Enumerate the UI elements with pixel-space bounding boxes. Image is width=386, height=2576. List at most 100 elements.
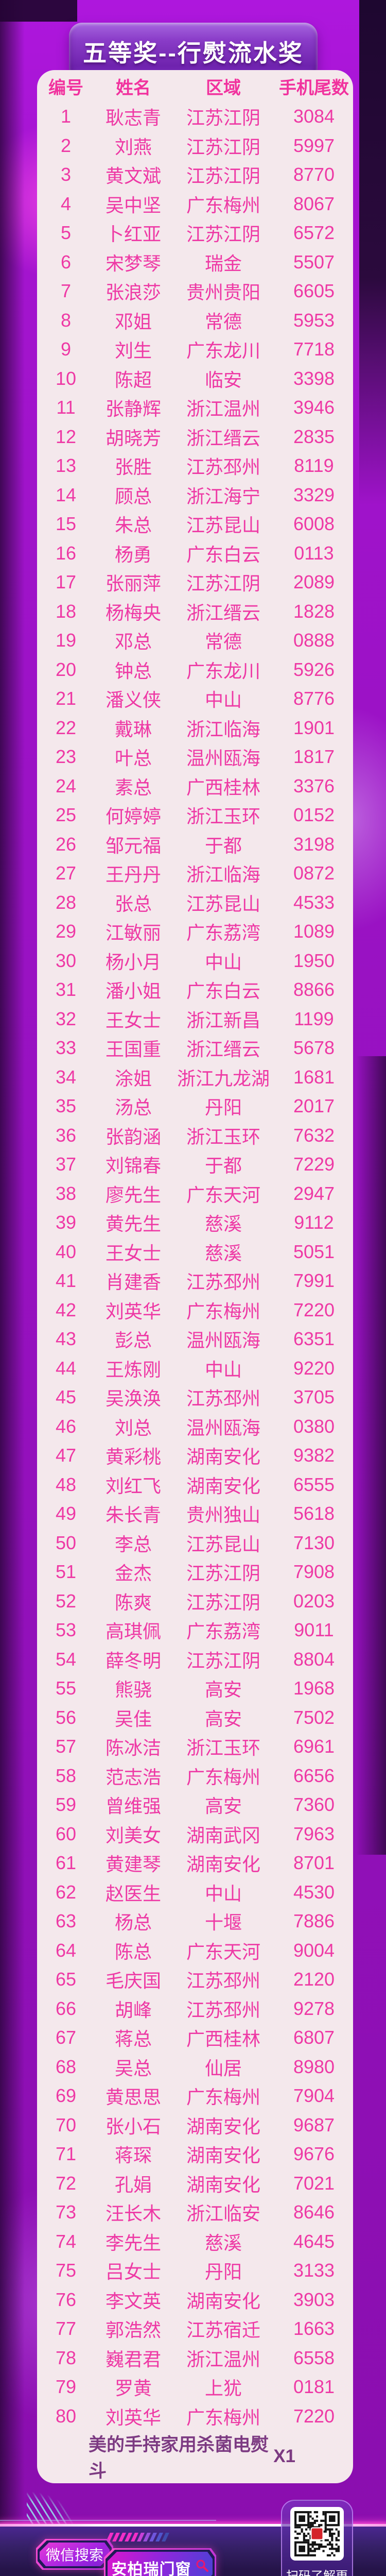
table-row: 12 胡晓芳 浙江缙云 2835: [37, 422, 353, 452]
row-region: 广西桂林: [186, 2028, 260, 2050]
table-row: 25 何婷婷 浙江玉环 0152: [37, 801, 353, 830]
row-name: 曾维强: [105, 1795, 161, 1817]
row-phone: 8866: [293, 979, 335, 1001]
row-region: 浙江玉环: [186, 1126, 260, 1147]
row-number: 59: [55, 1794, 77, 1816]
row-number: 71: [55, 2143, 77, 2165]
row-phone: 5953: [293, 309, 335, 331]
row-region: 江苏昆山: [186, 893, 260, 914]
row-number: 4: [60, 193, 72, 214]
row-number: 19: [55, 630, 77, 651]
row-name: 钟总: [114, 660, 152, 682]
row-phone: 6351: [293, 1328, 335, 1350]
row-number: 77: [55, 2318, 77, 2340]
row-region: 广东梅州: [186, 2406, 260, 2428]
row-name: 邓姐: [114, 311, 152, 332]
row-region: 常德: [204, 311, 242, 332]
row-number: 3: [60, 164, 72, 185]
row-region: 广东荔湾: [186, 922, 260, 944]
row-number: 24: [55, 775, 77, 796]
background-corner: [359, 0, 386, 505]
row-phone: 7886: [293, 1910, 335, 1932]
row-phone: 6008: [293, 513, 335, 535]
row-phone: 7963: [293, 1823, 335, 1844]
row-number: 40: [55, 1241, 77, 1262]
table-row: 66 胡峰 江苏邳州 9278: [37, 1994, 353, 2024]
row-number: 43: [55, 1328, 77, 1350]
row-phone: 7908: [293, 1561, 335, 1583]
row-phone: 0380: [293, 1415, 335, 1437]
row-region: 于都: [204, 1155, 242, 1177]
row-phone: 0181: [293, 2376, 335, 2398]
row-name: 彭总: [114, 1330, 152, 1351]
row-region: 湖南安化: [186, 2174, 260, 2195]
row-number: 35: [55, 1095, 77, 1117]
row-region: 温州瓯海: [186, 748, 260, 769]
row-name: 卜红亚: [105, 224, 161, 245]
table-row: 67 蒋总 广西桂林 6807: [37, 2023, 353, 2053]
table-row: 37 刘锦春 于都 7229: [37, 1150, 353, 1179]
row-phone: 3398: [293, 367, 335, 389]
row-region: 浙江海宁: [186, 485, 260, 507]
row-phone: 8701: [293, 1852, 335, 1874]
row-name: 素总: [114, 776, 152, 798]
wechat-search-label: 微信搜索: [45, 2547, 103, 2563]
row-region: 江苏江阴: [186, 573, 260, 595]
row-name: 黄文斌: [105, 165, 161, 187]
row-name: 薛冬明: [105, 1650, 161, 1671]
row-region: 浙江缙云: [186, 427, 260, 449]
row-name: 江敏丽: [105, 922, 161, 944]
table-row: 57 陈冰洁 浙江玉环 6961: [37, 1732, 353, 1761]
row-phone: 6807: [293, 2027, 335, 2048]
row-name: 刘锦春: [105, 1155, 161, 1177]
row-phone: 3084: [293, 106, 335, 127]
table-row: 42 刘英华 广东梅州 7220: [37, 1296, 353, 1325]
row-region: 浙江缙云: [186, 602, 260, 623]
row-phone: 3329: [293, 484, 335, 505]
table-row: 63 杨总 十堰 7886: [37, 1907, 353, 1936]
row-number: 50: [55, 1532, 77, 1553]
background-edge: [0, 0, 25, 2524]
search-icon: [196, 2559, 209, 2576]
table-row: 58 范志浩 广东梅州 6656: [37, 1761, 353, 1791]
prize-qty: X1: [273, 2446, 295, 2466]
table-row: 60 刘美女 湖南武冈 7963: [37, 1820, 353, 1849]
row-region: 浙江临安: [186, 2203, 260, 2225]
row-phone: 3946: [293, 397, 335, 418]
row-phone: 3376: [293, 775, 335, 796]
table-row: 62 赵医生 中山 4530: [37, 1878, 353, 1907]
row-number: 53: [55, 1619, 77, 1641]
row-name: 刘燕: [114, 136, 152, 158]
row-region: 江苏昆山: [186, 515, 260, 536]
row-number: 56: [55, 1706, 77, 1728]
row-number: 9: [60, 338, 72, 360]
row-phone: 9011: [294, 1619, 334, 1641]
row-phone: 5618: [293, 1503, 335, 1524]
row-region: 广东白云: [186, 544, 260, 565]
row-name: 吴中坚: [105, 194, 161, 216]
row-name: 黄彩桃: [105, 1446, 161, 1468]
row-name: 潘义侠: [105, 689, 161, 711]
row-name: 廖先生: [105, 1184, 161, 1206]
row-name: 蒋总: [114, 2028, 152, 2050]
row-phone: 3133: [293, 2260, 335, 2281]
table-row: 64 陈总 广东天河 9004: [37, 1936, 353, 1965]
row-region: 十堰: [204, 1912, 242, 1934]
row-name: 张胜: [114, 456, 152, 478]
row-region: 湖南安化: [186, 2290, 260, 2312]
row-phone: 5051: [293, 1241, 335, 1262]
row-phone: 9676: [293, 2143, 335, 2165]
table-row: 54 薛冬明 江苏江阴 8804: [37, 1645, 353, 1674]
qr-panel: 扫码了解更多: [281, 2500, 353, 2576]
row-number: 27: [55, 862, 77, 884]
row-name: 胡晓芳: [105, 427, 161, 449]
table-row: 2 刘燕 江苏江阴 5997: [37, 131, 353, 161]
table-row: 65 毛庆国 江苏邳州 2120: [37, 1965, 353, 1994]
row-name: 刘英华: [105, 1300, 161, 1322]
row-number: 67: [55, 2027, 77, 2048]
row-name: 李先生: [105, 2232, 161, 2253]
table-row: 22 戴琳 浙江临海 1901: [37, 714, 353, 743]
row-region: 湖南安化: [186, 2115, 260, 2137]
row-name: 邹元福: [105, 835, 161, 856]
table-row: 15 朱总 江苏昆山 6008: [37, 510, 353, 539]
